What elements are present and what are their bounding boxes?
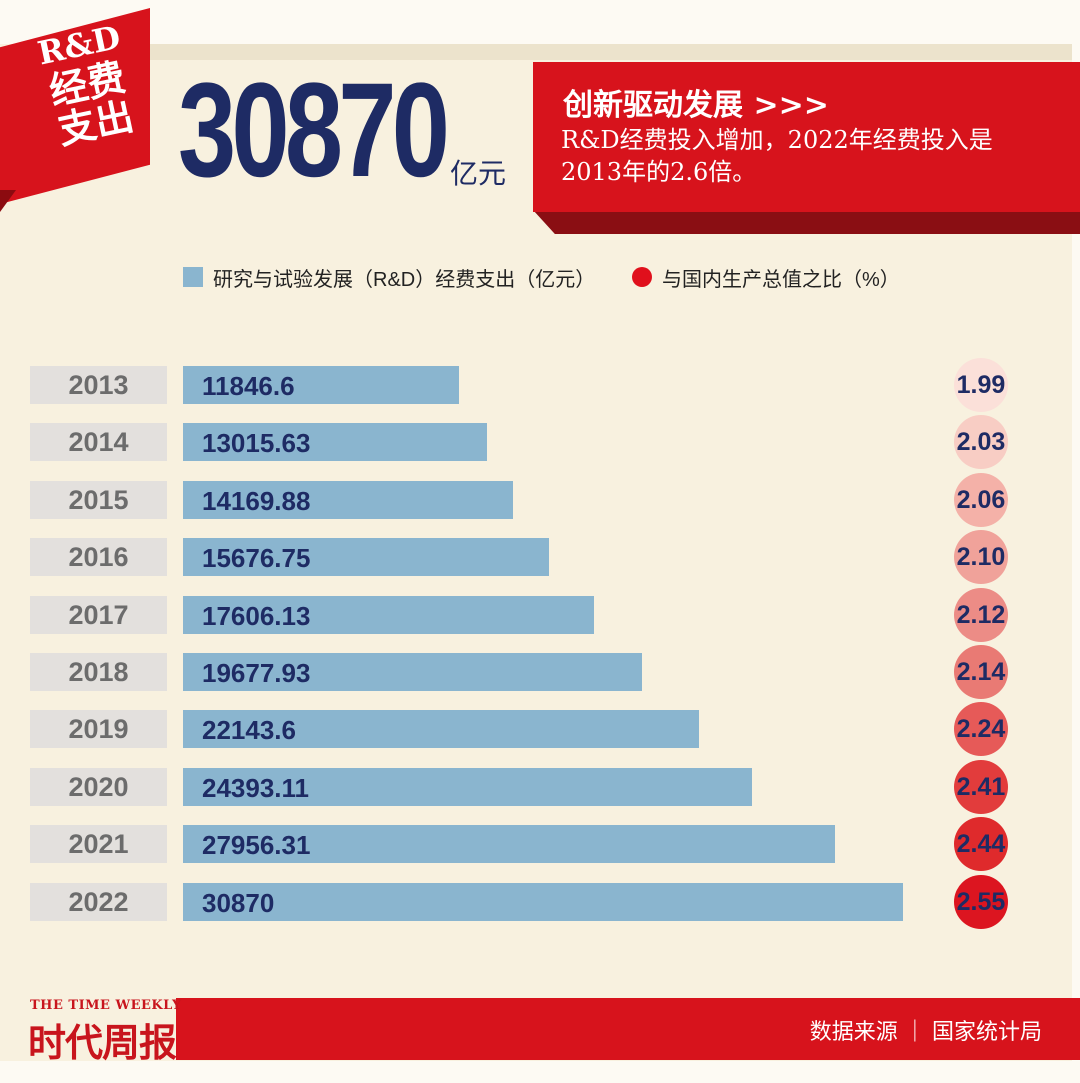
year-label: 2022 [30, 883, 167, 921]
year-label: 2021 [30, 825, 167, 863]
expenditure-bar [183, 423, 487, 461]
chart-row: 2015 14169.88 2.06 [0, 473, 1080, 527]
expenditure-value-label: 17606.13 [202, 601, 311, 631]
footer-bar [176, 998, 1080, 1060]
gdp-ratio-circle: 2.44 [954, 817, 1008, 871]
chart-row: 2019 22143.6 2.24 [0, 702, 1080, 756]
expenditure-value-label: 14169.88 [202, 486, 311, 516]
chart-row: 2017 17606.13 2.12 [0, 588, 1080, 642]
expenditure-value-label: 13015.63 [202, 428, 311, 458]
year-label: 2015 [30, 481, 167, 519]
year-label: 2016 [30, 538, 167, 576]
expenditure-value-label: 15676.75 [202, 543, 311, 573]
callout-title: 创新驱动发展 >>> [563, 88, 829, 123]
legend-bar-swatch [183, 267, 203, 287]
year-label: 2020 [30, 768, 167, 806]
legend-bar: 研究与试验发展（R&D）经费支出（亿元） [183, 262, 595, 292]
expenditure-bar [183, 366, 459, 404]
expenditure-value-label: 22143.6 [202, 715, 296, 745]
expenditure-value-label: 11846.6 [202, 371, 295, 401]
callout-shadow [533, 210, 1080, 234]
chart-row: 2013 11846.6 1.99 [0, 358, 1080, 412]
callout-text: R&D经费投入增加，2022年经费投入是2013年的2.6倍。 [561, 126, 993, 186]
legend-ratio-label: 与国内生产总值之比（%） [662, 268, 900, 291]
chart-row: 2014 13015.63 2.03 [0, 415, 1080, 469]
panel-shadow [150, 44, 1072, 60]
chart-row: 2021 27956.31 2.44 [0, 817, 1080, 871]
chart-row: 2018 19677.93 2.14 [0, 645, 1080, 699]
headline-value: 30870 [178, 56, 450, 205]
gdp-ratio-circle: 2.55 [954, 875, 1008, 929]
headline-unit: 亿元 [450, 158, 507, 189]
brand-logo: 时代周报 [28, 1020, 177, 1065]
year-label: 2017 [30, 596, 167, 634]
data-source: 数据来源 ｜ 国家统计局 [809, 1019, 1042, 1044]
callout-box [533, 62, 1080, 212]
expenditure-bar [183, 883, 903, 921]
expenditure-bar [183, 653, 642, 691]
chart-row: 2016 15676.75 2.10 [0, 530, 1080, 584]
year-label: 2018 [30, 653, 167, 691]
chart-row: 2020 24393.11 2.41 [0, 760, 1080, 814]
expenditure-bar [183, 538, 549, 576]
expenditure-bar [183, 768, 752, 806]
gdp-ratio-circle: 2.41 [954, 760, 1008, 814]
legend-ratio: 与国内生产总值之比（%） [632, 262, 900, 292]
gdp-ratio-circle: 2.06 [954, 473, 1008, 527]
topic-ribbon [0, 8, 150, 204]
expenditure-bar [183, 825, 835, 863]
year-label: 2014 [30, 423, 167, 461]
chart-row: 2022 30870 2.55 [0, 875, 1080, 929]
year-label: 2019 [30, 710, 167, 748]
expenditure-value-label: 27956.31 [202, 830, 311, 860]
gdp-ratio-circle: 2.03 [954, 415, 1008, 469]
expenditure-value-label: 24393.11 [202, 773, 310, 803]
gdp-ratio-circle: 1.99 [954, 358, 1008, 412]
page-right-margin [1072, 0, 1080, 1083]
year-label: 2013 [30, 366, 167, 404]
gdp-ratio-circle: 2.10 [954, 530, 1008, 584]
expenditure-bar [183, 596, 594, 634]
expenditure-bar [183, 710, 699, 748]
gdp-ratio-circle: 2.14 [954, 645, 1008, 699]
expenditure-bar [183, 481, 513, 519]
gdp-ratio-circle: 2.24 [954, 702, 1008, 756]
expenditure-value-label: 30870 [202, 888, 275, 918]
legend-bar-label: 研究与试验发展（R&D）经费支出（亿元） [213, 268, 596, 291]
page-bottom-margin [0, 1061, 1080, 1083]
expenditure-value-label: 19677.93 [202, 658, 311, 688]
gdp-ratio-circle: 2.12 [954, 588, 1008, 642]
page-top-margin [0, 0, 1080, 44]
legend-ratio-dot [632, 267, 652, 287]
brand-english: THE TIME WEEKLY [30, 998, 182, 1013]
